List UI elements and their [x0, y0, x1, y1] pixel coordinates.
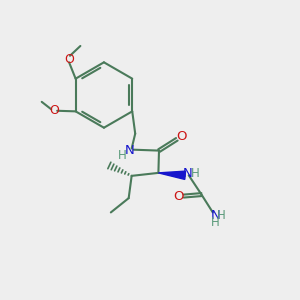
Text: O: O: [176, 130, 187, 143]
Text: N: N: [183, 167, 192, 180]
Text: H: H: [190, 167, 199, 180]
Text: N: N: [124, 144, 134, 157]
Text: H: H: [211, 216, 220, 229]
Polygon shape: [158, 171, 185, 179]
Text: H: H: [217, 209, 226, 222]
Text: O: O: [173, 190, 184, 203]
Text: H: H: [118, 149, 127, 162]
Text: N: N: [210, 209, 220, 222]
Text: O: O: [64, 53, 74, 66]
Text: O: O: [49, 104, 59, 117]
